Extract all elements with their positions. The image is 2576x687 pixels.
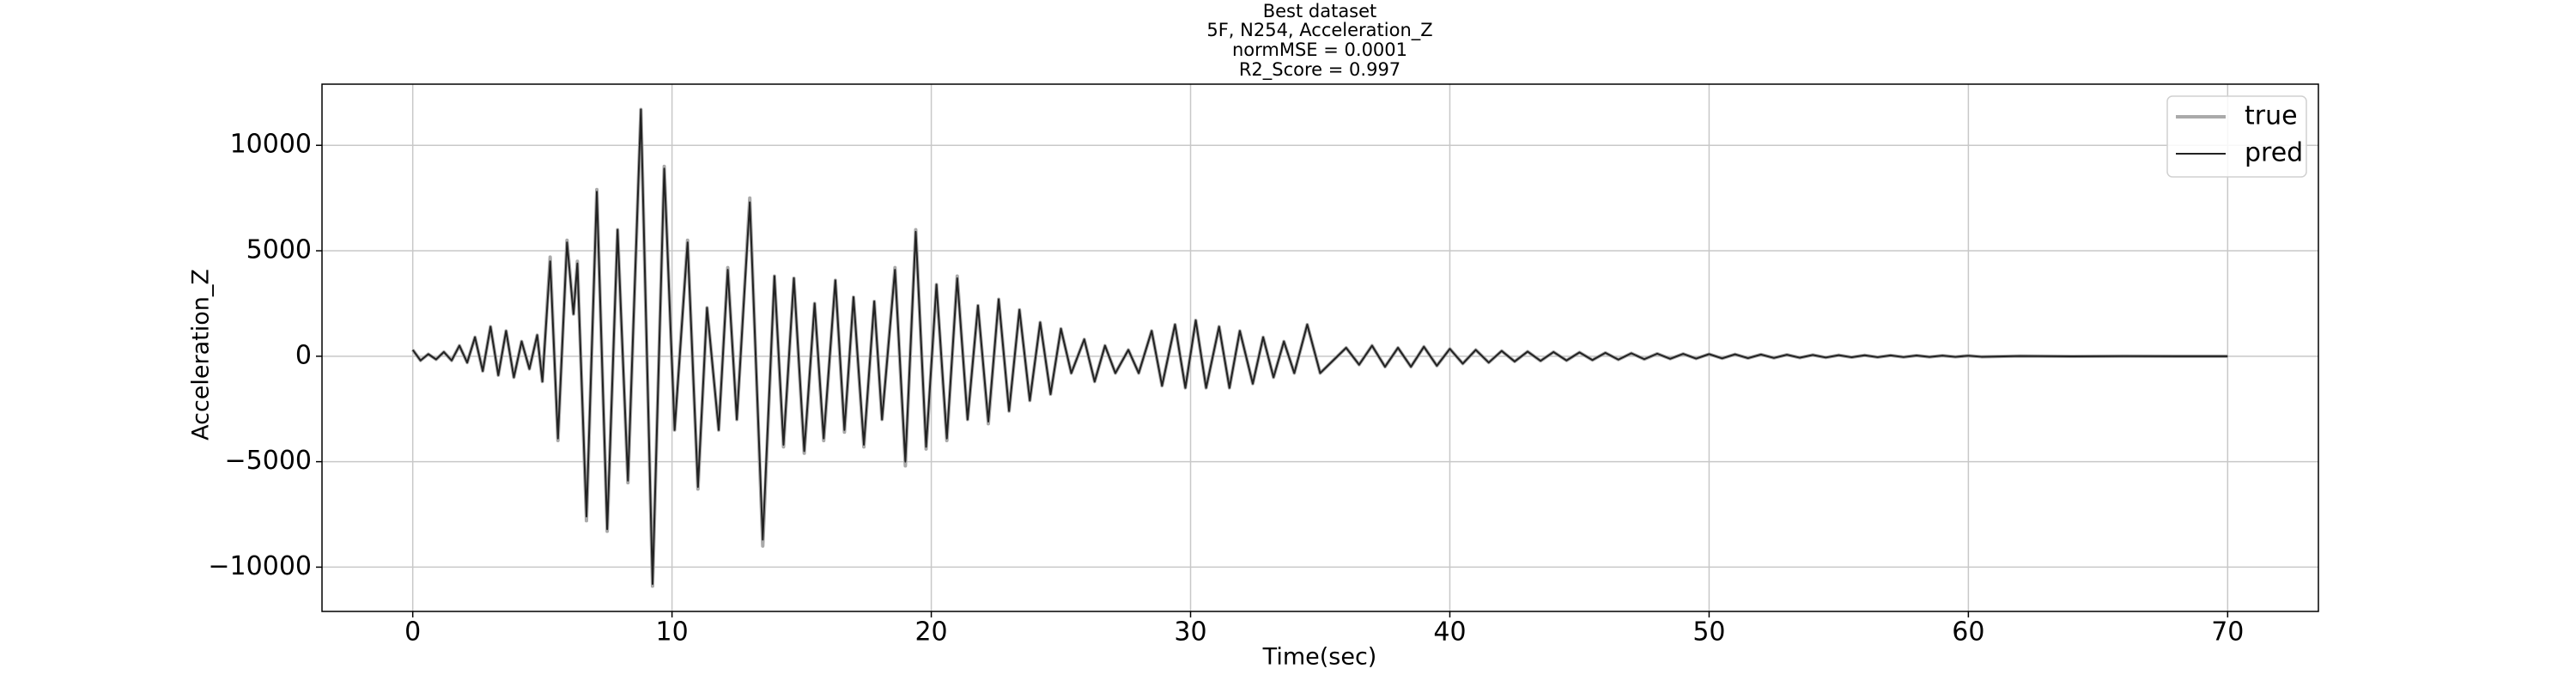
chart-title: Best dataset [1263,1,1377,21]
y-tick-label: 0 [295,340,312,370]
x-tick-label: 40 [1433,617,1466,647]
y-tick-label: −5000 [225,446,312,476]
x-tick-label: 60 [1952,617,1984,647]
x-tick-label: 20 [914,617,947,647]
x-tick-label: 10 [656,617,689,647]
x-tick-label: 50 [1692,617,1725,647]
y-tick-label: 5000 [246,235,312,265]
x-tick-label: 70 [2211,617,2244,647]
x-tick-label: 0 [404,617,421,647]
chart-subtitle: 5F, N254, Acceleration_Z [1206,20,1432,41]
y-axis-label: Acceleration_Z [188,269,215,441]
x-tick-label: 30 [1174,617,1206,647]
y-tick-label: −10000 [208,551,312,581]
x-axis-label: Time(sec) [1262,644,1377,671]
legend-label: true [2245,101,2298,131]
y-tick-label: 10000 [230,130,312,160]
data-line [411,108,2228,586]
data-line [411,107,2228,588]
plot-frame [321,83,2319,612]
legend-label: pred [2245,138,2303,168]
chart-subtitle: R2_Score = 0.997 [1239,59,1400,81]
chart-subtitle: normMSE = 0.0001 [1232,40,1407,60]
